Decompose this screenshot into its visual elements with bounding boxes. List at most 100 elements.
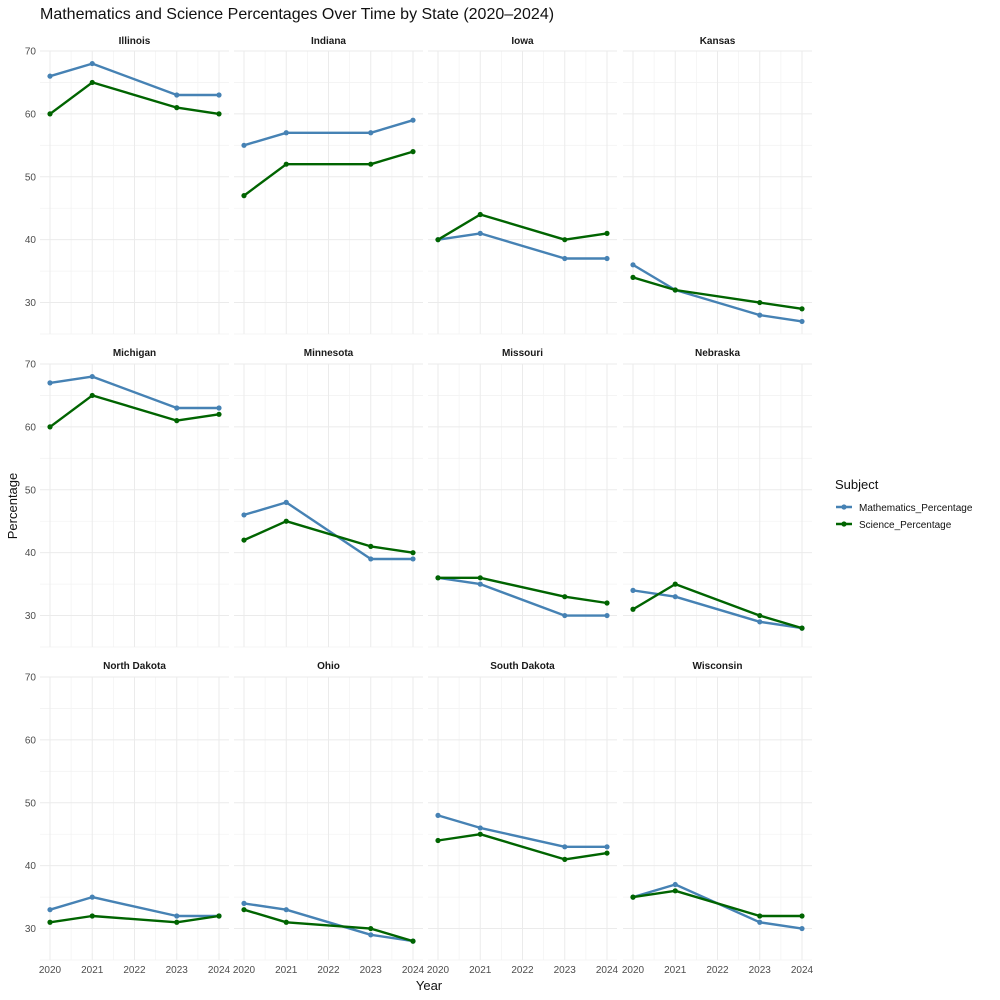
facet-label-south-dakota: South Dakota <box>490 661 555 672</box>
x-tick-label: 2022 <box>317 965 340 976</box>
data-point-mathematics-indiana-2024 <box>410 117 416 123</box>
data-point-science-illinois-2023 <box>174 105 180 111</box>
x-tick-label: 2024 <box>596 965 619 976</box>
series-line-mathematics-illinois <box>48 62 221 97</box>
series-line-mathematics-missouri <box>436 576 609 617</box>
data-point-mathematics-kansas-2023 <box>757 312 763 318</box>
data-point-mathematics-ohio-2020 <box>241 900 247 907</box>
series-line-mathematics-south-dakota <box>436 814 609 848</box>
data-point-mathematics-indiana-2020 <box>241 142 247 148</box>
series-line-mathematics-minnesota <box>242 501 415 561</box>
facet-label-illinois: Illinois <box>119 36 151 47</box>
y-tick-label: 40 <box>25 861 37 872</box>
data-point-science-indiana-2023 <box>368 161 374 167</box>
series-line-science-wisconsin <box>631 889 804 918</box>
data-point-science-indiana-2021 <box>283 161 289 167</box>
y-tick-label: 30 <box>25 298 37 309</box>
data-point-science-south-dakota-2021 <box>477 831 483 837</box>
facet-wisconsin: Wisconsin 2020 2021 2022 2023 2024 <box>622 661 814 976</box>
data-point-science-missouri-2023 <box>562 594 568 600</box>
y-tick-label: 70 <box>25 360 37 371</box>
data-point-science-south-dakota-2020 <box>435 837 441 844</box>
data-point-mathematics-minnesota-2024 <box>410 556 416 562</box>
data-point-science-north-dakota-2024 <box>216 913 222 919</box>
data-point-science-nebraska-2023 <box>757 612 763 619</box>
data-point-science-wisconsin-2020 <box>630 894 636 900</box>
facet-iowa: Iowa <box>428 36 617 335</box>
data-point-mathematics-kansas-2020 <box>630 262 636 268</box>
data-point-mathematics-north-dakota-2021 <box>89 894 95 900</box>
facet-illinois: Illinois 30 40 50 60 70 <box>25 36 229 335</box>
y-tick-label: 50 <box>25 485 37 496</box>
x-tick-label: 2021 <box>469 965 492 976</box>
y-axis-title: Percentage <box>5 473 20 540</box>
x-tick-label: 2022 <box>706 965 729 976</box>
x-tick-label: 2024 <box>402 965 425 976</box>
data-point-science-nebraska-2021 <box>672 581 678 587</box>
series-line-science-ohio <box>242 908 415 943</box>
data-point-science-missouri-2020 <box>435 575 441 581</box>
data-point-science-ohio-2023 <box>368 925 374 932</box>
facet-panels: Illinois 30 40 50 60 70 Indiana Iowa Kansas Michi… <box>25 36 814 976</box>
data-point-mathematics-missouri-2023 <box>562 612 568 619</box>
data-point-science-wisconsin-2023 <box>757 913 763 919</box>
series-line-mathematics-ohio <box>242 902 415 943</box>
facet-label-wisconsin: Wisconsin <box>693 661 743 672</box>
data-point-mathematics-missouri-2024 <box>604 612 610 619</box>
series-line-science-michigan <box>48 394 221 429</box>
facet-missouri: Missouri <box>428 348 617 648</box>
facet-nebraska: Nebraska <box>623 348 812 648</box>
x-tick-label: 2021 <box>81 965 104 976</box>
legend-key-science-point <box>841 521 847 527</box>
data-point-mathematics-kansas-2024 <box>799 318 805 325</box>
data-point-science-illinois-2024 <box>216 111 222 117</box>
data-point-mathematics-north-dakota-2023 <box>174 913 180 919</box>
series-line-science-illinois <box>48 81 221 116</box>
y-tick-label: 60 <box>25 109 37 120</box>
data-point-mathematics-iowa-2021 <box>477 230 483 236</box>
series-line-mathematics-iowa <box>436 232 609 260</box>
data-point-science-iowa-2021 <box>477 211 483 218</box>
y-tick-label: 70 <box>25 673 37 684</box>
data-point-mathematics-illinois-2021 <box>89 60 95 67</box>
data-point-mathematics-north-dakota-2020 <box>47 907 53 913</box>
series-line-science-indiana <box>242 150 415 197</box>
x-tick-label: 2020 <box>233 965 256 976</box>
facet-kansas: Kansas <box>623 36 812 335</box>
facet-label-minnesota: Minnesota <box>304 348 354 359</box>
y-tick-label: 40 <box>25 235 37 246</box>
series-line-science-missouri <box>436 576 609 605</box>
data-point-science-minnesota-2023 <box>368 543 374 549</box>
x-tick-label: 2023 <box>554 965 577 976</box>
y-tick-label: 30 <box>25 924 37 935</box>
data-point-science-iowa-2023 <box>562 237 568 243</box>
data-point-mathematics-indiana-2021 <box>283 130 289 136</box>
data-point-science-nebraska-2024 <box>799 625 805 631</box>
data-point-mathematics-indiana-2023 <box>368 130 374 136</box>
data-point-mathematics-minnesota-2020 <box>241 512 247 518</box>
x-tick-label: 2023 <box>166 965 189 976</box>
data-point-mathematics-illinois-2020 <box>47 73 53 79</box>
data-point-mathematics-michigan-2020 <box>47 380 53 386</box>
series-line-science-iowa <box>436 213 609 241</box>
legend-key-mathematics-point <box>841 504 847 510</box>
data-point-science-kansas-2020 <box>630 274 636 280</box>
facet-label-missouri: Missouri <box>502 348 543 359</box>
data-point-science-north-dakota-2021 <box>89 913 95 919</box>
data-point-science-missouri-2021 <box>477 575 483 581</box>
series-line-mathematics-indiana <box>242 118 415 147</box>
data-point-science-ohio-2024 <box>410 938 416 944</box>
x-tick-label: 2023 <box>360 965 383 976</box>
series-line-mathematics-kansas <box>631 263 804 323</box>
data-point-mathematics-nebraska-2023 <box>757 619 763 625</box>
data-point-mathematics-illinois-2023 <box>174 92 180 98</box>
data-point-science-south-dakota-2023 <box>562 856 568 862</box>
data-point-mathematics-missouri-2021 <box>477 581 483 587</box>
data-point-science-michigan-2023 <box>174 418 180 424</box>
data-point-science-kansas-2021 <box>672 287 678 293</box>
facet-label-indiana: Indiana <box>311 36 346 47</box>
data-point-mathematics-ohio-2023 <box>368 932 374 938</box>
series-line-science-minnesota <box>242 520 415 554</box>
x-tick-label: 2023 <box>749 965 772 976</box>
y-tick-label: 50 <box>25 172 37 183</box>
